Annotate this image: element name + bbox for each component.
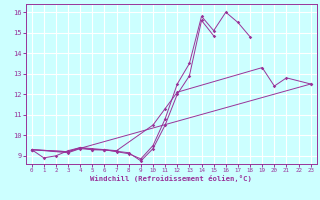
X-axis label: Windchill (Refroidissement éolien,°C): Windchill (Refroidissement éolien,°C): [90, 175, 252, 182]
